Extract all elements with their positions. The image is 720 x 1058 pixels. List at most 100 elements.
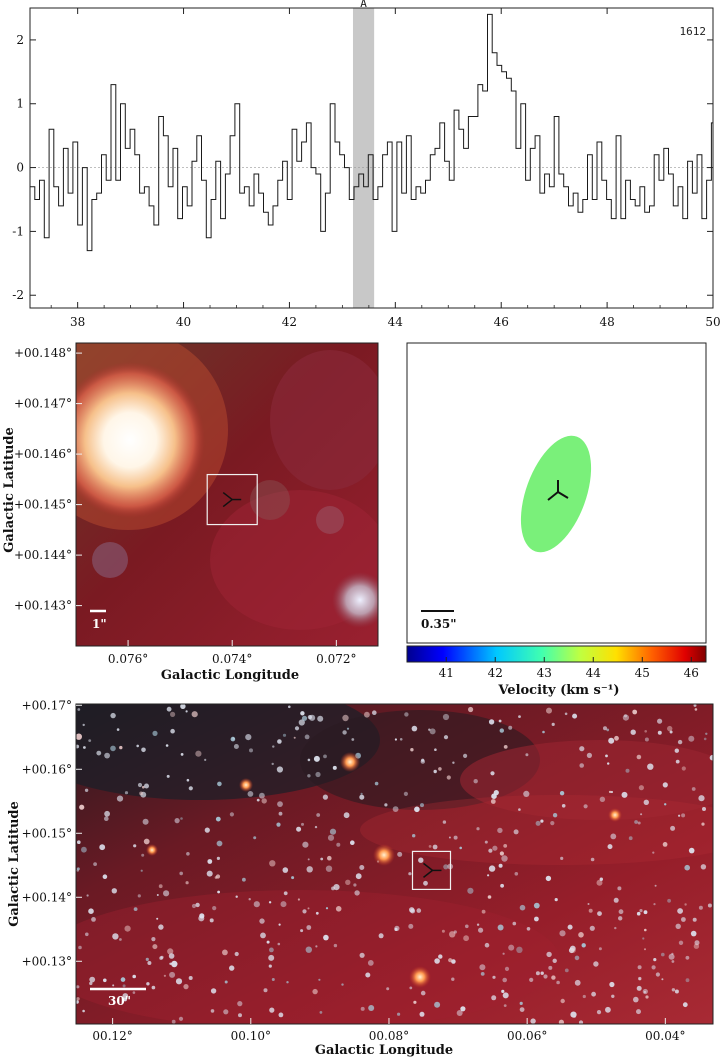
- field-star: [559, 930, 566, 937]
- colorbar-ticks: 41 42 43 44 45 46: [439, 657, 699, 680]
- field-star: [364, 711, 370, 718]
- field-star: [306, 925, 312, 930]
- field-star: [367, 960, 374, 966]
- zoom-marker-arm: [222, 498, 233, 508]
- field-star: [360, 792, 363, 796]
- field-star: [410, 748, 414, 752]
- field-star: [671, 952, 674, 955]
- field-star: [76, 744, 80, 749]
- field-star: [428, 728, 431, 731]
- field-star: [423, 880, 428, 886]
- field-star: [408, 923, 414, 929]
- zoom-y-tick-label: +00.145°: [14, 498, 72, 512]
- field-star: [589, 925, 595, 931]
- field-star: [151, 985, 156, 990]
- field-star: [152, 944, 158, 950]
- colorbar-tick-label: 41: [439, 666, 454, 680]
- field-star: [144, 783, 149, 789]
- field-star: [661, 978, 664, 981]
- field-star: [607, 844, 613, 850]
- field-star: [503, 844, 508, 848]
- field-star: [293, 736, 296, 739]
- field-star: [269, 860, 276, 867]
- field-star: [394, 927, 398, 932]
- field-star: [268, 901, 272, 904]
- field-star: [269, 947, 274, 953]
- field-star: [703, 737, 707, 741]
- field-star: [180, 753, 184, 756]
- field-star: [277, 801, 283, 807]
- wide-y-tick-label: +00.15°: [22, 826, 72, 840]
- field-star: [313, 755, 320, 762]
- spectrum-y-tick-label: 2: [16, 33, 24, 47]
- field-star: [89, 981, 93, 986]
- field-star: [667, 725, 673, 732]
- field-star: [698, 905, 703, 910]
- field-star: [171, 1019, 176, 1024]
- field-star: [503, 1004, 507, 1007]
- field-star: [647, 763, 654, 770]
- field-star: [315, 771, 321, 778]
- field-star: [397, 1012, 401, 1016]
- field-star: [224, 980, 228, 984]
- field-star: [104, 816, 109, 821]
- field-star: [282, 733, 287, 737]
- field-star: [420, 759, 425, 764]
- spectrum-id-label: 1612: [680, 25, 707, 38]
- field-star: [655, 972, 661, 977]
- field-star: [548, 965, 553, 970]
- field-star: [434, 1001, 441, 1008]
- field-star: [283, 891, 288, 896]
- spectrum-y-tick-label: 0: [16, 161, 24, 175]
- field-star: [323, 934, 329, 941]
- field-star: [519, 1007, 525, 1012]
- field-star: [419, 1011, 425, 1017]
- zoom-marker-arm: [222, 491, 233, 501]
- field-star: [488, 865, 496, 872]
- field-star: [207, 859, 213, 864]
- spectrum-x-tick-label: 44: [388, 315, 404, 329]
- field-star: [314, 825, 318, 829]
- field-star: [238, 1013, 242, 1018]
- field-star: [460, 1006, 466, 1012]
- field-star: [170, 711, 176, 718]
- field-star: [79, 804, 85, 810]
- velocity-colorbar: [406, 645, 707, 663]
- field-star: [329, 828, 337, 835]
- field-star: [195, 902, 200, 908]
- field-star: [702, 807, 706, 811]
- field-star: [242, 877, 246, 882]
- field-star: [581, 943, 586, 948]
- field-star: [163, 890, 170, 897]
- field-star: [533, 902, 540, 909]
- field-star: [229, 812, 234, 817]
- field-star: [682, 1002, 688, 1008]
- field-star: [645, 995, 649, 999]
- field-star: [651, 965, 656, 970]
- field-star: [669, 730, 673, 734]
- field-star: [610, 790, 614, 794]
- field-star: [608, 790, 612, 794]
- field-star: [441, 929, 445, 933]
- field-star: [516, 946, 523, 953]
- field-star: [643, 990, 647, 994]
- wide-y-tick-label: +00.14°: [22, 890, 72, 904]
- field-star: [156, 894, 159, 896]
- field-star: [360, 1006, 365, 1011]
- field-star: [607, 762, 610, 765]
- field-star: [481, 909, 486, 914]
- field-star: [642, 937, 645, 940]
- field-star: [76, 1000, 79, 1004]
- field-star: [132, 974, 136, 979]
- field-star: [81, 846, 87, 853]
- field-star: [570, 947, 576, 953]
- field-star: [502, 952, 505, 955]
- field-star: [215, 816, 221, 822]
- field-star: [124, 791, 129, 795]
- zoom-x-axis-title: Galactic Longitude: [161, 668, 299, 683]
- field-star: [692, 917, 697, 922]
- field-star: [89, 976, 96, 983]
- field-star: [143, 838, 150, 845]
- field-star: [123, 997, 127, 1002]
- field-star: [512, 921, 517, 926]
